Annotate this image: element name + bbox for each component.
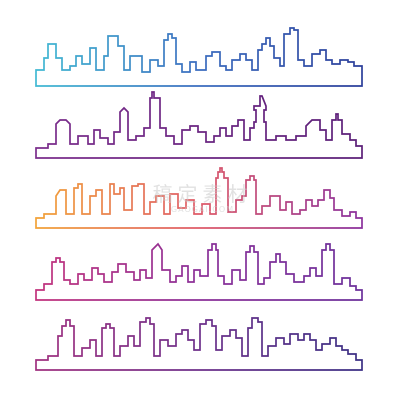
- skyline-3-outline: [35, 167, 363, 229]
- skyline-1-outline: [35, 27, 363, 87]
- skyline-5-outline: [35, 317, 363, 371]
- skyline-2-outline: [35, 91, 363, 159]
- skyline-4-outline: [35, 242, 363, 301]
